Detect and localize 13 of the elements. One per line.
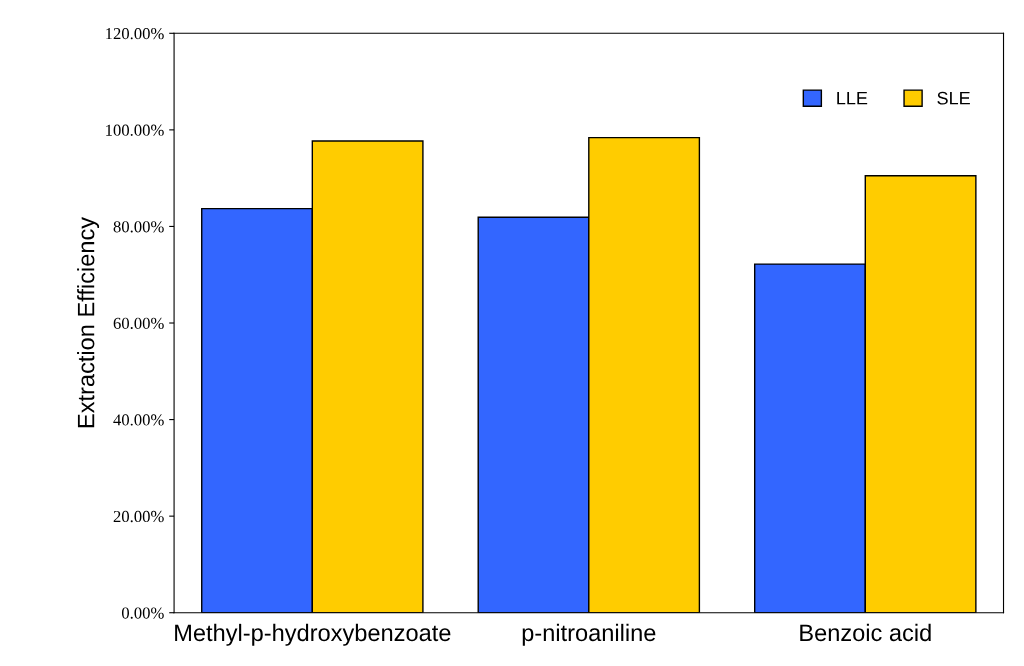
legend-label: LLE [837, 91, 868, 105]
x-tick-label: Benzoic acid [800, 623, 931, 642]
y-tick-label: 80.00% [113, 221, 164, 233]
y-tick-label: 20.00% [113, 510, 164, 523]
x-tick-label: p-nitroaniline [522, 623, 656, 646]
x-tick-label: Methyl-p-hydroxybenzoate [175, 623, 451, 646]
y-tick-label: 120.00% [106, 28, 164, 40]
y-tick-label: 60.00% [113, 317, 164, 330]
legend-label: SLE [937, 91, 970, 105]
y-axis-title: Extraction Efficiency [77, 216, 100, 428]
y-tick-label: 40.00% [113, 414, 164, 426]
y-tick-label: 100.00% [106, 124, 164, 136]
y-tick-label: 0.00% [121, 607, 164, 619]
